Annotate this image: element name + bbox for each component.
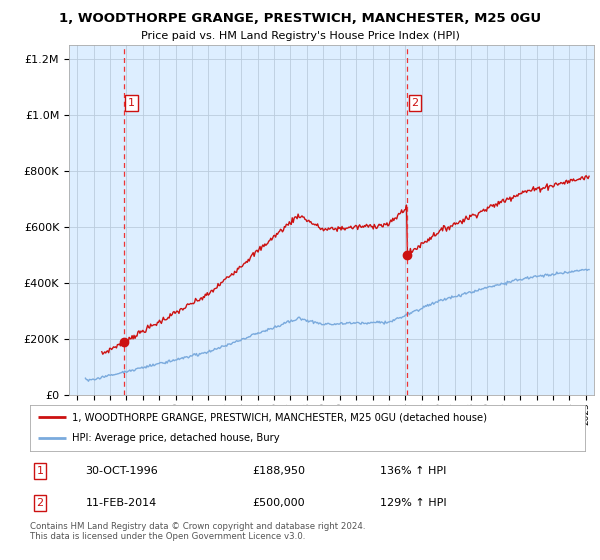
Text: Price paid vs. HM Land Registry's House Price Index (HPI): Price paid vs. HM Land Registry's House … (140, 31, 460, 41)
Text: HPI: Average price, detached house, Bury: HPI: Average price, detached house, Bury (71, 433, 279, 444)
Text: 1: 1 (37, 466, 43, 476)
Text: 1, WOODTHORPE GRANGE, PRESTWICH, MANCHESTER, M25 0GU: 1, WOODTHORPE GRANGE, PRESTWICH, MANCHES… (59, 12, 541, 25)
Text: 30-OCT-1996: 30-OCT-1996 (86, 466, 158, 476)
Text: £188,950: £188,950 (252, 466, 305, 476)
Text: Contains HM Land Registry data © Crown copyright and database right 2024.
This d: Contains HM Land Registry data © Crown c… (30, 522, 365, 542)
Text: £500,000: £500,000 (252, 498, 305, 508)
Text: 2: 2 (37, 498, 44, 508)
Bar (69, 45, 102, 395)
Text: 2: 2 (412, 98, 419, 108)
Text: 136% ↑ HPI: 136% ↑ HPI (380, 466, 446, 476)
Text: 129% ↑ HPI: 129% ↑ HPI (380, 498, 446, 508)
Text: 11-FEB-2014: 11-FEB-2014 (86, 498, 157, 508)
Text: 1: 1 (128, 98, 135, 108)
Text: 1, WOODTHORPE GRANGE, PRESTWICH, MANCHESTER, M25 0GU (detached house): 1, WOODTHORPE GRANGE, PRESTWICH, MANCHES… (71, 412, 487, 422)
